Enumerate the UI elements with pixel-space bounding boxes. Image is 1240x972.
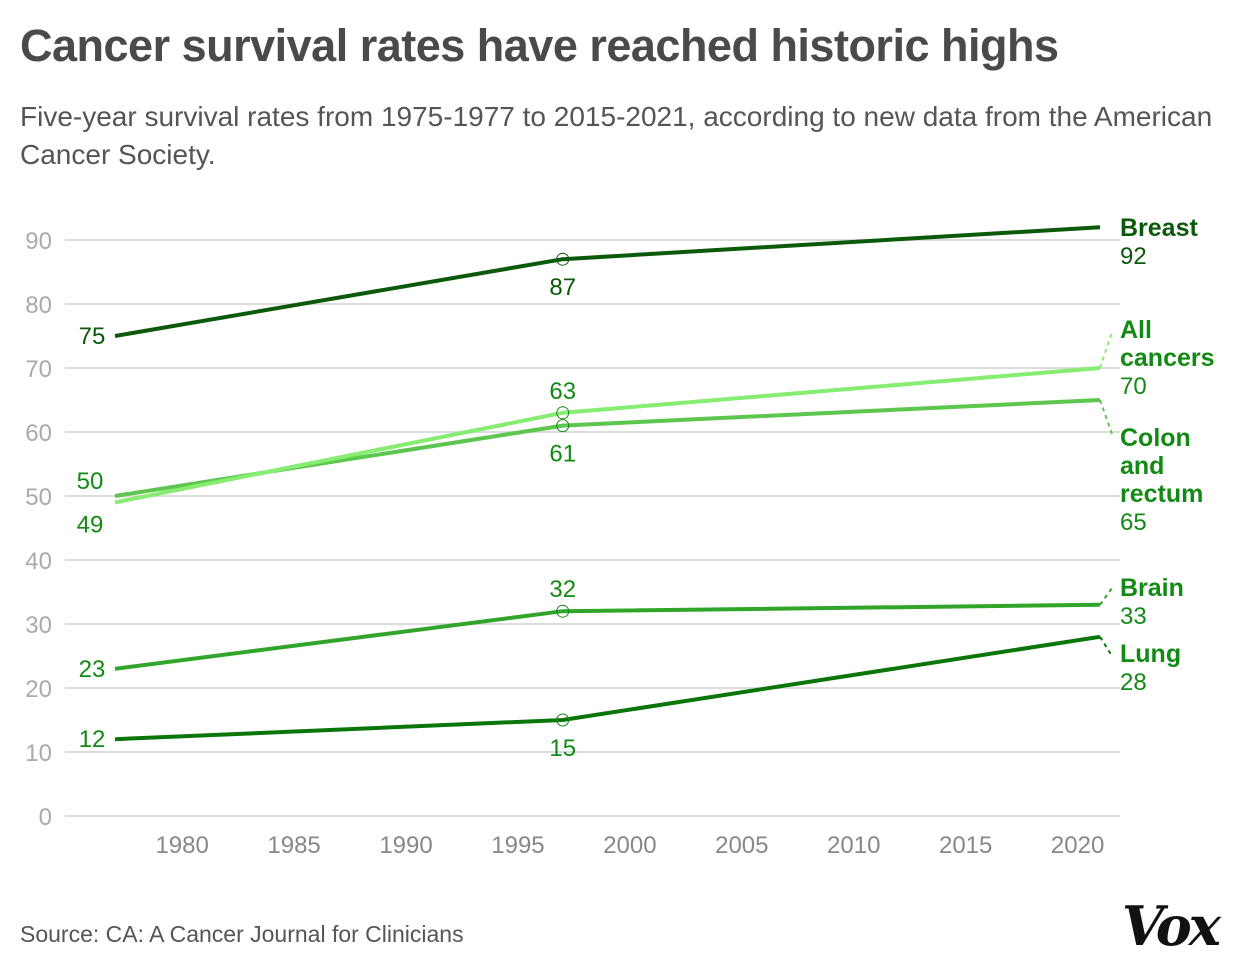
data-point-marker — [556, 419, 570, 433]
data-label-colon-and-rectum: 65 — [1120, 509, 1147, 536]
series-name-label-all-cancers: All — [1120, 316, 1152, 344]
y-tick-label: 90 — [25, 228, 52, 255]
series-line-breast — [114, 225, 1101, 338]
series-line-colon-and-rectum — [114, 398, 1101, 498]
data-point-marker — [556, 252, 570, 266]
y-tick-label: 80 — [25, 292, 52, 319]
chart-title: Cancer survival rates have reached histo… — [20, 20, 1059, 71]
y-tick-label: 40 — [25, 548, 52, 575]
x-tick-label: 2005 — [715, 832, 768, 859]
data-label-lung: 12 — [79, 726, 106, 753]
y-tick-label: 10 — [25, 740, 52, 767]
x-tick-label: 2000 — [603, 832, 656, 859]
x-tick-label: 2020 — [1051, 832, 1104, 859]
y-tick-label: 30 — [25, 612, 52, 639]
y-tick-label: 60 — [25, 420, 52, 447]
data-label-breast: 87 — [549, 274, 576, 301]
x-tick-label: 2010 — [827, 832, 880, 859]
series-line-brain — [114, 602, 1101, 671]
x-tick-label: 1990 — [379, 832, 432, 859]
y-tick-label: 50 — [25, 484, 52, 511]
y-tick-label: 0 — [39, 804, 52, 831]
data-label-brain: 23 — [79, 656, 106, 683]
y-tick-label: 70 — [25, 356, 52, 383]
data-label-breast: 92 — [1120, 243, 1147, 270]
data-label-all-cancers: 49 — [77, 511, 104, 538]
x-tick-label: 1980 — [155, 832, 208, 859]
series-name-label-all-cancers: cancers — [1120, 344, 1215, 372]
data-label-all-cancers: 63 — [549, 378, 576, 405]
data-label-brain: 33 — [1120, 603, 1147, 630]
data-point-marker — [556, 713, 570, 727]
data-label-lung: 15 — [549, 735, 576, 762]
x-tick-label: 1995 — [491, 832, 544, 859]
data-label-breast: 75 — [79, 323, 106, 350]
series-line-lung — [114, 634, 1101, 742]
data-label-brain: 32 — [549, 576, 576, 603]
data-label-all-cancers: 70 — [1120, 373, 1147, 400]
source-note: Source: CA: A Cancer Journal for Clinici… — [20, 921, 464, 947]
x-tick-label: 1985 — [267, 832, 320, 859]
chart-subtitle: Five-year survival rates from 1975-1977 … — [20, 101, 1213, 170]
data-point-marker — [556, 406, 570, 420]
series-name-label-brain: Brain — [1120, 574, 1184, 602]
data-label-colon-and-rectum: 61 — [549, 441, 576, 468]
label-connector — [1099, 399, 1113, 435]
series-line-all-cancers — [114, 366, 1101, 505]
vox-logo: Vox — [1121, 894, 1221, 958]
series-name-label-colon-and-rectum: and — [1120, 452, 1164, 480]
data-label-lung: 28 — [1120, 669, 1147, 696]
data-point-marker — [556, 604, 570, 618]
line-chart: 0 10 20 30 40 50 60 70 80 90 1980 1985 1990 1995 2000 2… — [25, 214, 1215, 859]
y-tick-label: 20 — [25, 676, 52, 703]
label-connector — [1099, 636, 1113, 657]
series-name-label-colon-and-rectum: Colon — [1120, 424, 1191, 452]
label-connector — [1099, 587, 1113, 606]
data-label-colon-and-rectum: 50 — [77, 468, 104, 495]
series-name-label-lung: Lung — [1120, 640, 1181, 668]
label-connector — [1099, 331, 1113, 369]
x-tick-label: 2015 — [939, 832, 992, 859]
series-name-label-colon-and-rectum: rectum — [1120, 480, 1203, 508]
series-name-label-breast: Breast — [1120, 214, 1198, 242]
